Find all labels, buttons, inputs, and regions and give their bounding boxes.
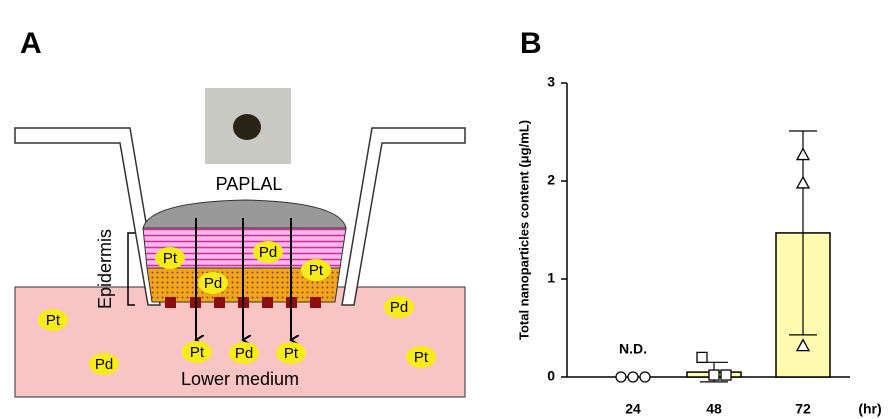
y-axis-label: Total nanoparticles content (μg/mL) — [516, 120, 531, 340]
panel-label: B — [520, 27, 542, 60]
panel-a: A PAPLAL Epidermis Lower medium Pt Pd Pt Pd… — [15, 27, 465, 397]
photo-label: PAPLAL — [216, 174, 283, 194]
point — [628, 372, 638, 382]
particle-label: Pt — [190, 344, 205, 361]
point — [616, 372, 626, 382]
y-tick-label: 1 — [547, 270, 555, 286]
point — [797, 177, 809, 188]
insert-wall — [342, 128, 465, 305]
insert-wall — [15, 128, 160, 305]
annotation: N.D. — [619, 341, 647, 357]
particle-label: Pt — [414, 349, 429, 366]
panel-b: B 0 1 2 3 Total nanoparticles content (μg/mL… — [516, 27, 881, 417]
particle-label: Pt — [284, 345, 299, 362]
x-tick-label: 24 — [625, 401, 641, 417]
medium-label: Lower medium — [181, 369, 299, 389]
point — [640, 372, 650, 382]
nanoparticle-dome — [143, 200, 346, 228]
photo-droplet — [233, 114, 261, 140]
particle-label: Pd — [95, 356, 113, 373]
x-unit: (hr) — [858, 401, 881, 417]
particle-label: Pd — [235, 345, 253, 362]
point — [797, 149, 809, 160]
particle-label: Pd — [390, 299, 408, 316]
x-tick-label: 48 — [706, 401, 722, 417]
particle-label: Pd — [259, 244, 277, 261]
x-tick-label: 72 — [795, 401, 811, 417]
particle-label: Pt — [163, 250, 178, 267]
particle-label: Pt — [46, 312, 61, 329]
point — [697, 352, 707, 362]
figure: A PAPLAL Epidermis Lower medium Pt Pd Pt Pd… — [0, 0, 894, 419]
layer-label: Epidermis — [95, 229, 115, 309]
y-tick-label: 3 — [547, 74, 555, 90]
panel-label: A — [20, 27, 42, 60]
point — [709, 370, 719, 380]
particle-label: Pd — [204, 275, 222, 292]
particle-label: Pt — [309, 262, 324, 279]
y-tick-label: 0 — [547, 368, 555, 384]
y-tick-label: 2 — [547, 172, 555, 188]
point — [721, 370, 731, 380]
chart: 0 1 2 3 Total nanoparticles content (μg/mL) (… — [516, 74, 881, 417]
